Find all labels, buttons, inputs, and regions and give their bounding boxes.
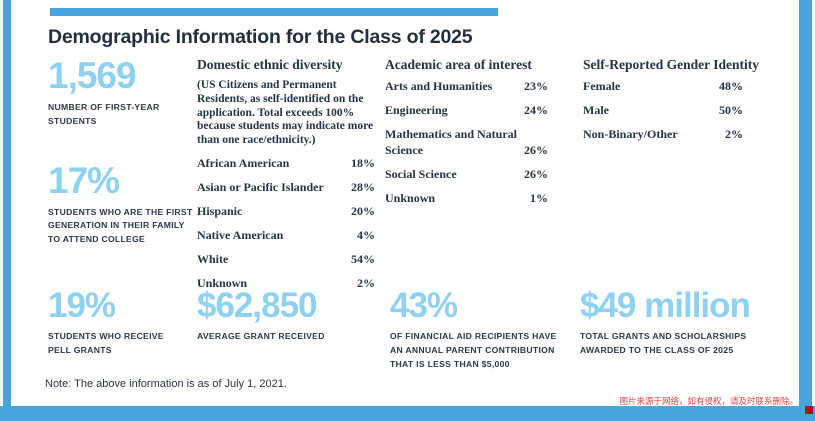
- right-border: [799, 0, 812, 421]
- list-item: Hispanic 20%: [197, 204, 375, 220]
- list-item: Social Science 26%: [385, 167, 548, 183]
- row-value: 24%: [524, 103, 548, 118]
- stat-value-grant: $62,850: [197, 286, 318, 325]
- row-label: Native American: [197, 228, 284, 243]
- column-heading-ethnic: Domestic ethnic diversity: [197, 57, 343, 72]
- row-value: 54%: [351, 252, 375, 267]
- column-heading-gender: Self-Reported Gender Identity: [583, 57, 759, 72]
- left-border: [3, 0, 11, 421]
- row-value: 26%: [524, 142, 548, 157]
- watermark-text: 图片来源于网络，如有侵权，请及时联系删除。: [619, 396, 798, 406]
- row-value: 1%: [530, 190, 548, 205]
- academic-interest-column: Academic area of interest Arts and Human…: [385, 57, 548, 215]
- ethnic-list: African American 18% Asian or Pacific Is…: [197, 156, 375, 292]
- stat-label-contribution: OF FINANCIAL AID RECIPIENTS HAVE AN ANNU…: [390, 331, 557, 369]
- list-item: Engineering 24%: [385, 103, 548, 119]
- list-item: Arts and Humanities 23%: [385, 79, 548, 95]
- list-item: Unknown 1%: [385, 191, 548, 207]
- note-text: Note: The above information is as of Jul…: [45, 378, 287, 390]
- row-label: Unknown: [197, 276, 248, 291]
- list-item: Asian or Pacific Islander 28%: [197, 180, 375, 196]
- list-item: African American 18%: [197, 156, 375, 172]
- pell-grants-stat: 19% STUDENTS WHO RECEIVE PELL GRANTS: [48, 288, 198, 358]
- row-label: Asian or Pacific Islander: [197, 180, 324, 195]
- row-label: Arts and Humanities: [385, 79, 493, 93]
- ethnic-diversity-column: Domestic ethnic diversity (US Citizens a…: [197, 57, 375, 301]
- stat-label-first-generation: STUDENTS WHO ARE THE FIRST GENERATION IN…: [48, 206, 193, 245]
- row-label: Hispanic: [197, 204, 243, 219]
- row-value: 4%: [357, 228, 375, 243]
- row-label: African American: [197, 155, 290, 170]
- row-value: 18%: [351, 155, 375, 170]
- list-item: Native American 4%: [197, 228, 375, 244]
- gender-list: Female 48% Male 50% Non-Binary/Other 2%: [583, 79, 743, 143]
- total-grants-stat: $49 million TOTAL GRANTS AND SCHOLARSHIP…: [580, 288, 800, 358]
- row-value: 23%: [524, 79, 548, 93]
- list-item: Male 50%: [583, 103, 743, 119]
- column-heading-academic: Academic area of interest: [385, 57, 532, 72]
- bottom-border: [0, 406, 815, 421]
- stat-label-pell: STUDENTS WHO RECEIVE PELL GRANTS: [48, 331, 164, 355]
- row-label: Unknown: [385, 190, 436, 205]
- stat-label-first-year: NUMBER OF FIRST-YEAR STUDENTS: [48, 102, 160, 126]
- top-rule: [50, 8, 498, 16]
- list-item: Unknown 2%: [197, 276, 375, 292]
- parent-contribution-stat: 43% OF FINANCIAL AID RECIPIENTS HAVE AN …: [390, 288, 580, 371]
- row-value: 2%: [357, 276, 375, 291]
- first-year-stats-column: 1,569 NUMBER OF FIRST-YEAR STUDENTS 17% …: [48, 57, 198, 247]
- row-value: 50%: [719, 103, 743, 118]
- row-label: Female: [583, 79, 621, 93]
- row-label: Social Science: [385, 166, 457, 181]
- stat-value-pell: 19%: [48, 286, 116, 325]
- row-label: White: [197, 252, 229, 267]
- row-value: 28%: [351, 180, 375, 195]
- stat-value-first-generation: 17%: [48, 159, 120, 201]
- stat-value-contribution: 43%: [390, 286, 458, 325]
- ethnic-note: (US Citizens and Permanent Residents, as…: [197, 79, 374, 147]
- list-item: Female 48%: [583, 79, 743, 95]
- corner-mark: [805, 406, 813, 414]
- list-item: Non-Binary/Other 2%: [583, 127, 743, 143]
- row-label: Non-Binary/Other: [583, 127, 678, 142]
- stat-label-total: TOTAL GRANTS AND SCHOLARSHIPS AWARDED TO…: [580, 331, 747, 355]
- row-label: Mathematics and Natural Science: [385, 127, 517, 157]
- row-label: Engineering: [385, 103, 448, 118]
- average-grant-stat: $62,850 AVERAGE GRANT RECEIVED: [197, 288, 382, 344]
- stat-label-grant: AVERAGE GRANT RECEIVED: [197, 331, 325, 341]
- row-label: Male: [583, 103, 609, 118]
- stat-value-total: $49 million: [580, 286, 751, 325]
- row-value: 2%: [725, 127, 743, 142]
- row-value: 48%: [719, 79, 743, 93]
- row-value: 26%: [524, 166, 548, 181]
- stat-value-first-year: 1,569: [48, 55, 137, 96]
- academic-list: Arts and Humanities 23% Engineering 24% …: [385, 79, 548, 207]
- row-value: 20%: [351, 204, 375, 219]
- list-item: Mathematics and Natural Science 26%: [385, 127, 548, 158]
- list-item: White 54%: [197, 252, 375, 268]
- gender-identity-column: Self-Reported Gender Identity Female 48%…: [583, 57, 759, 151]
- page-title: Demographic Information for the Class of…: [48, 26, 473, 48]
